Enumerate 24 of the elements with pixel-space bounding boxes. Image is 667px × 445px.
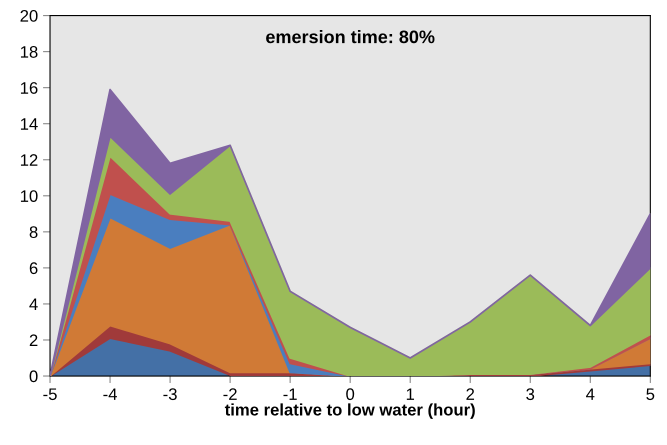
x-tick-label: 2 xyxy=(466,388,474,400)
y-tick-label: 2 xyxy=(30,334,38,346)
y-tick-label: 20 xyxy=(20,10,38,22)
text: emersion time: 80% xyxy=(266,30,434,44)
y-tick-label: 16 xyxy=(20,82,38,94)
y-tick-label: 8 xyxy=(30,226,38,238)
y-tick-label: 0 xyxy=(30,370,38,382)
y-tick-label: 14 xyxy=(20,118,38,130)
x-tick-label: 0 xyxy=(346,388,354,400)
y-tick-label: 12 xyxy=(20,154,38,166)
x-tick-label: -2 xyxy=(223,388,237,400)
x-tick-label: 4 xyxy=(586,388,594,400)
y-tick-label: 6 xyxy=(30,262,38,274)
x-tick-label: -1 xyxy=(283,388,297,400)
x-tick-label: -5 xyxy=(43,388,57,400)
y-tick-label: 4 xyxy=(29,298,38,310)
y-tick-label: 10 xyxy=(20,190,38,202)
x-tick-label: -4 xyxy=(103,388,117,400)
x-tick-label: -3 xyxy=(163,388,177,400)
y-tick-label: 18 xyxy=(20,46,38,58)
x-tick-label: 3 xyxy=(526,388,534,400)
x-tick-label: 1 xyxy=(406,388,414,400)
x-axis-title: time relative to low water (hour) xyxy=(224,403,475,419)
x-tick-label: 5 xyxy=(646,388,654,400)
